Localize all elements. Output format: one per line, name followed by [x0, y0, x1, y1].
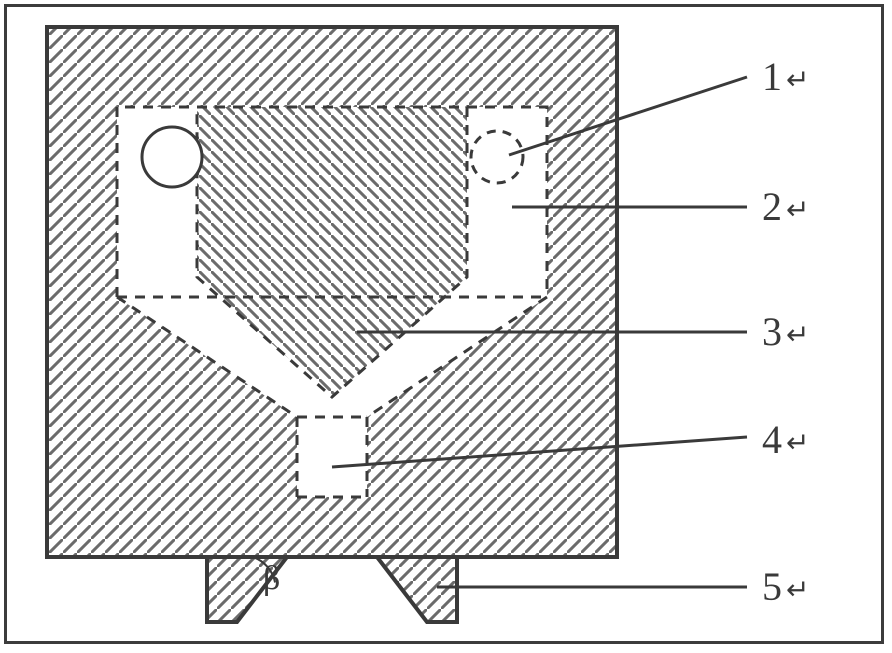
- diagram-svg: β: [7, 7, 881, 641]
- legs-hatch: [187, 557, 487, 622]
- callout-label-1: 1↵: [762, 57, 809, 97]
- callout-label-5: 5↵: [762, 567, 809, 607]
- svg-text:β: β: [263, 560, 280, 597]
- callout-label-2: 2↵: [762, 187, 809, 227]
- callout-label-3: 3↵: [762, 312, 809, 352]
- outer-frame: β 1↵ 2↵ 3↵ 4↵ 5↵: [4, 4, 884, 644]
- callout-label-4: 4↵: [762, 420, 809, 460]
